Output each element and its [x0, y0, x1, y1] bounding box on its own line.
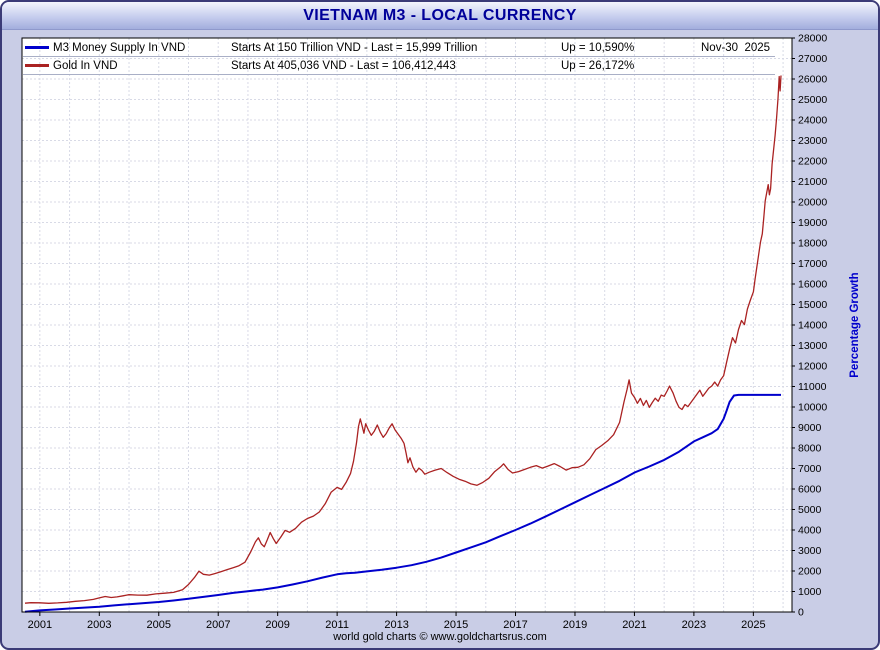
gridlines	[22, 38, 792, 612]
svg-text:3000: 3000	[798, 545, 822, 557]
svg-text:14000: 14000	[798, 320, 827, 332]
svg-text:2000: 2000	[798, 566, 822, 578]
legend-series-name: M3 Money Supply In VND	[53, 41, 186, 54]
credit-text: world gold charts © www.goldchartsrus.co…	[333, 631, 547, 643]
y-axis-labels: 0 1000 2000 3000 4000 5000 6000 7000 8000 9000 100…	[792, 33, 827, 619]
svg-text:22000: 22000	[798, 156, 827, 168]
svg-text:2003: 2003	[87, 619, 111, 630]
svg-text:28000: 28000	[798, 33, 827, 45]
series-line-0	[24, 393, 781, 613]
chart-area: 0 1000 2000 3000 4000 5000 6000 7000 8000 9000 100…	[2, 30, 878, 630]
series-line-1	[24, 75, 782, 604]
legend-row-gold: Gold In VND Starts At 405,036 VND - Last…	[23, 57, 775, 75]
svg-text:12000: 12000	[798, 361, 827, 373]
svg-text:2005: 2005	[147, 619, 171, 630]
legend-series-name: Gold In VND	[53, 59, 118, 72]
svg-text:1000: 1000	[798, 586, 822, 598]
svg-text:25000: 25000	[798, 94, 827, 106]
y-axis-title: Percentage Growth	[849, 272, 861, 377]
svg-text:2021: 2021	[622, 619, 646, 630]
page-title: VIETNAM M3 - LOCAL CURRENCY	[303, 6, 577, 24]
x-axis-labels: 2001 2003 2005 2007 2009 2011 2013 2015 2017 2019…	[28, 612, 766, 630]
svg-text:9000: 9000	[798, 422, 822, 434]
m3-line-swatch-icon	[23, 46, 53, 49]
svg-text:0: 0	[798, 607, 804, 619]
chart-canvas: 0 1000 2000 3000 4000 5000 6000 7000 8000 9000 100…	[21, 33, 861, 630]
svg-text:2011: 2011	[325, 619, 349, 630]
legend-series-detail: Starts At 150 Trillion VND - Last = 15,9…	[231, 41, 478, 54]
svg-text:2023: 2023	[682, 619, 706, 630]
svg-text:10000: 10000	[798, 402, 827, 414]
svg-text:2019: 2019	[563, 619, 587, 630]
legend-series-up: Up = 26,172%	[561, 59, 635, 72]
svg-text:2017: 2017	[503, 619, 527, 630]
svg-text:24000: 24000	[798, 115, 827, 127]
legend-series-detail: Starts At 405,036 VND - Last = 106,412,4…	[231, 59, 456, 72]
svg-text:19000: 19000	[798, 217, 827, 229]
legend-series-up: Up = 10,590%	[561, 41, 635, 54]
svg-text:2025: 2025	[741, 619, 765, 630]
svg-text:18000: 18000	[798, 238, 827, 250]
svg-text:26000: 26000	[798, 74, 827, 86]
svg-text:23000: 23000	[798, 135, 827, 147]
svg-text:15000: 15000	[798, 299, 827, 311]
svg-text:7000: 7000	[798, 463, 822, 475]
svg-text:2007: 2007	[206, 619, 230, 630]
svg-text:2015: 2015	[444, 619, 468, 630]
svg-text:2001: 2001	[28, 619, 52, 630]
svg-text:13000: 13000	[798, 340, 827, 352]
svg-text:21000: 21000	[798, 176, 827, 188]
svg-text:20000: 20000	[798, 197, 827, 209]
legend-date: Nov-30 2025	[701, 41, 771, 54]
footer: world gold charts © www.goldchartsrus.co…	[2, 628, 878, 648]
svg-text:17000: 17000	[798, 258, 827, 270]
svg-text:27000: 27000	[798, 53, 827, 65]
gold-line-swatch-icon	[23, 64, 53, 67]
svg-text:16000: 16000	[798, 279, 827, 291]
series-lines	[24, 75, 782, 613]
legend-row-m3: M3 Money Supply In VND Starts At 150 Tri…	[23, 39, 775, 57]
svg-text:2013: 2013	[384, 619, 408, 630]
title-bar: VIETNAM M3 - LOCAL CURRENCY	[2, 2, 878, 30]
svg-text:4000: 4000	[798, 525, 822, 537]
svg-text:6000: 6000	[798, 484, 822, 496]
legend: M3 Money Supply In VND Starts At 150 Tri…	[23, 39, 775, 75]
svg-text:8000: 8000	[798, 443, 822, 455]
svg-text:2009: 2009	[265, 619, 289, 630]
svg-text:11000: 11000	[798, 381, 827, 393]
svg-text:5000: 5000	[798, 504, 822, 516]
